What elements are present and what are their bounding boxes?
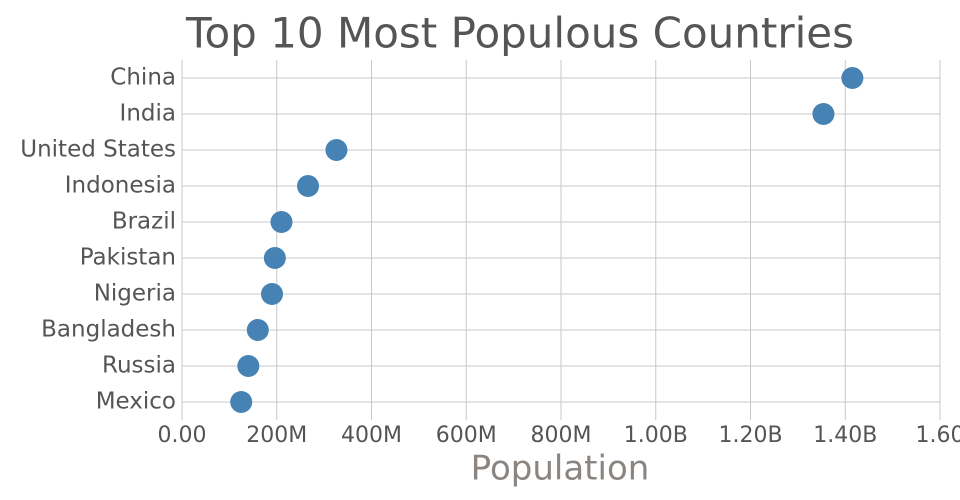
y-tick-label: Indonesia [65, 173, 176, 199]
y-tick-label: United States [20, 137, 176, 163]
dot [246, 319, 269, 341]
x-axis-label: Population [471, 449, 650, 489]
dot [841, 67, 864, 89]
dot [297, 175, 320, 197]
x-tick-label: 200M [246, 423, 307, 448]
dot [812, 103, 835, 125]
y-tick-label: Brazil [112, 209, 176, 235]
y-tick-label: China [110, 65, 176, 91]
dot [237, 355, 260, 377]
x-tick-label: 1.00B [624, 423, 688, 448]
y-tick-label: Bangladesh [41, 317, 176, 343]
x-tick-label: 1.20B [718, 423, 782, 448]
x-tick-label: 600M [436, 423, 497, 448]
chart-title: Top 10 Most Populous Countries [185, 9, 854, 58]
dot [270, 211, 293, 233]
x-tick-label: 0.00 [158, 423, 207, 448]
dot [263, 247, 286, 269]
dot [261, 283, 284, 305]
x-tick-label: 800M [531, 423, 592, 448]
y-tick-label: India [120, 101, 176, 127]
y-tick-label: Russia [102, 353, 176, 379]
x-tick-label: 400M [341, 423, 402, 448]
y-tick-label: Mexico [96, 389, 176, 415]
dot [325, 139, 348, 161]
y-tick-label: Nigeria [94, 281, 176, 307]
dot [230, 391, 253, 413]
x-tick-label: 1.60 [916, 423, 960, 448]
x-tick-label: 1.40B [813, 423, 877, 448]
y-tick-label: Pakistan [80, 245, 176, 271]
